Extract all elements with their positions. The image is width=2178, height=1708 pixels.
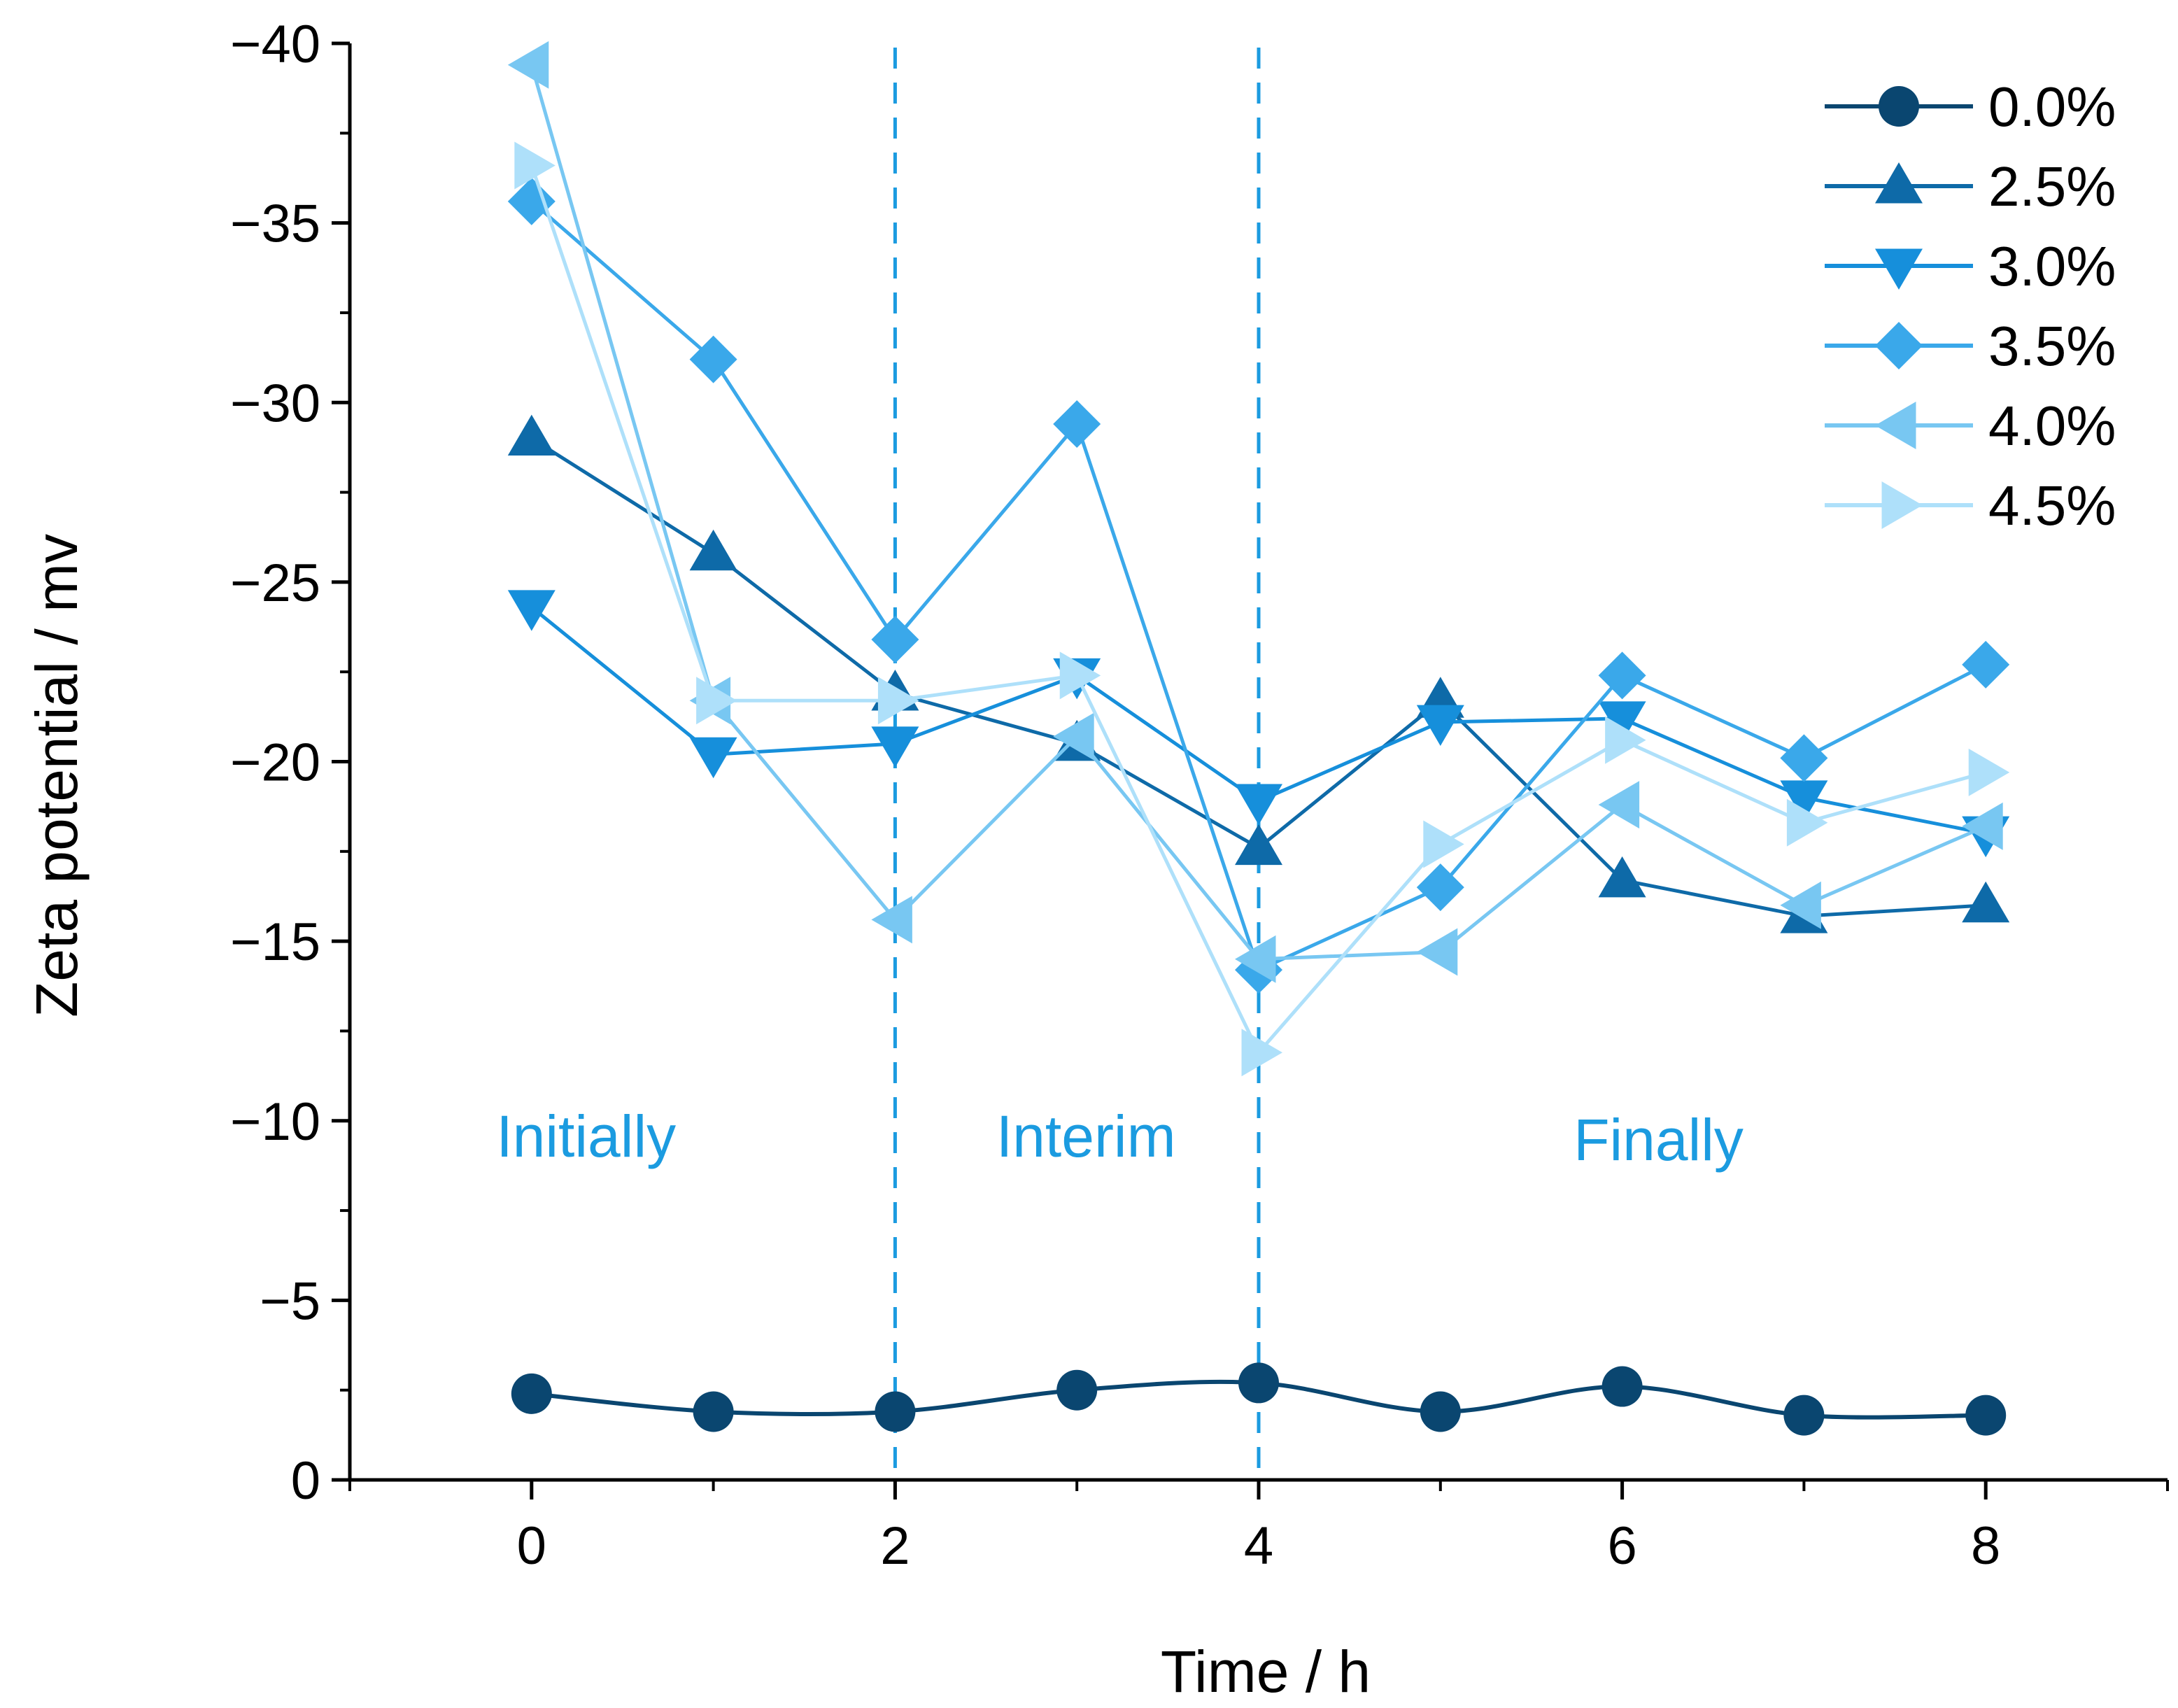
data-point xyxy=(1598,856,1646,898)
phase-label: Initially xyxy=(496,1103,676,1169)
data-point xyxy=(507,41,549,89)
x-tick-label: 2 xyxy=(880,1516,910,1576)
legend-marker xyxy=(1879,86,1919,127)
phase-label: Finally xyxy=(1574,1107,1744,1173)
data-point xyxy=(1962,640,2010,689)
data-point xyxy=(1605,716,1646,764)
data-point xyxy=(1416,928,1458,976)
data-series xyxy=(507,41,2010,1436)
legend-marker xyxy=(1875,248,1923,290)
legend-entry: 2.5% xyxy=(1825,155,2116,218)
legend-marker xyxy=(1875,322,1923,369)
data-point xyxy=(871,896,912,944)
data-point xyxy=(1962,802,2003,850)
x-tick-label: 8 xyxy=(1971,1516,2000,1576)
data-point xyxy=(693,1391,734,1432)
data-point xyxy=(875,1391,916,1432)
legend-label: 0.0% xyxy=(1988,76,2116,138)
legend-entry: 3.5% xyxy=(1825,315,2116,377)
data-point xyxy=(1601,1366,1643,1407)
y-axis-title: Zeta potential / mv xyxy=(24,534,90,1017)
legend-marker xyxy=(1875,162,1923,204)
legend-entry: 0.0% xyxy=(1825,76,2116,138)
x-tick-label: 6 xyxy=(1607,1516,1636,1576)
data-point xyxy=(877,677,919,725)
data-point xyxy=(507,414,556,456)
data-point xyxy=(514,141,556,190)
data-point xyxy=(1423,820,1464,868)
y-tick-label: −5 xyxy=(260,1271,320,1331)
y-tick-label: −40 xyxy=(230,15,320,74)
data-point xyxy=(507,590,556,631)
data-point xyxy=(689,335,737,383)
x-tick-label: 4 xyxy=(1244,1516,1273,1576)
legend-label: 4.0% xyxy=(1988,395,2116,457)
y-tick-label: 0 xyxy=(291,1451,320,1511)
data-point xyxy=(1420,1391,1461,1432)
data-point xyxy=(1962,881,2010,923)
legend: 0.0% 2.5% 3.0% 3.5% 4.0% 4.5% xyxy=(1825,76,2116,537)
data-point xyxy=(1780,734,1828,782)
data-point xyxy=(1598,651,1646,700)
data-point xyxy=(1598,701,1646,742)
data-point xyxy=(1235,824,1282,866)
legend-entry: 3.0% xyxy=(1825,235,2116,297)
data-point xyxy=(1238,1362,1279,1404)
y-tick-label: −10 xyxy=(230,1092,320,1152)
data-point xyxy=(1235,784,1282,825)
data-point xyxy=(507,177,556,225)
data-point xyxy=(696,677,737,725)
legend-marker xyxy=(1881,481,1923,529)
data-point xyxy=(1416,863,1464,912)
y-tick-label: −15 xyxy=(230,912,320,972)
y-tick-label: −25 xyxy=(230,553,320,613)
y-tick-label: −30 xyxy=(230,374,320,433)
data-point xyxy=(1059,651,1101,700)
data-point xyxy=(1416,705,1464,747)
data-point xyxy=(689,529,737,571)
legend-marker xyxy=(1875,402,1916,449)
series-2.5% xyxy=(507,414,2010,933)
legend-entry: 4.5% xyxy=(1825,474,2116,537)
legend-label: 3.0% xyxy=(1988,235,2116,297)
series-3.0% xyxy=(507,590,2010,858)
axes: 0 −5 −10 −15 −20 −25 −30 −35 −40 0 2 4 6 8 Time / h Zet… xyxy=(24,15,2169,1705)
legend-label: 2.5% xyxy=(1988,155,2116,218)
series-0.0% xyxy=(511,1362,2007,1436)
data-point xyxy=(689,737,737,779)
x-tick-label: 0 xyxy=(517,1516,546,1576)
phase-annotations: Initially Interim Finally xyxy=(496,1103,1744,1173)
y-tick-label: −35 xyxy=(230,195,320,254)
x-axis-title: Time / h xyxy=(1161,1639,1371,1705)
legend-entry: 4.0% xyxy=(1825,395,2116,457)
legend-label: 4.5% xyxy=(1988,474,2116,537)
data-point xyxy=(871,726,919,768)
legend-label: 3.5% xyxy=(1988,315,2116,377)
data-point xyxy=(1780,780,1828,821)
phase-label: Interim xyxy=(996,1103,1176,1169)
data-point xyxy=(871,615,919,663)
data-point xyxy=(1783,1395,1825,1436)
y-tick-label: −20 xyxy=(230,733,320,793)
data-point xyxy=(1056,1369,1098,1411)
data-point xyxy=(1235,935,1276,983)
series-4.5% xyxy=(514,141,2010,1077)
data-point xyxy=(1053,712,1094,761)
data-point xyxy=(511,1373,552,1414)
data-point xyxy=(1053,400,1101,449)
data-point xyxy=(1786,798,1828,847)
data-point xyxy=(1598,781,1640,829)
series-4.0% xyxy=(507,41,2003,983)
data-point xyxy=(1965,1395,2007,1436)
data-point xyxy=(1968,748,2010,796)
data-point xyxy=(1241,1029,1282,1077)
data-point xyxy=(1780,881,1821,929)
